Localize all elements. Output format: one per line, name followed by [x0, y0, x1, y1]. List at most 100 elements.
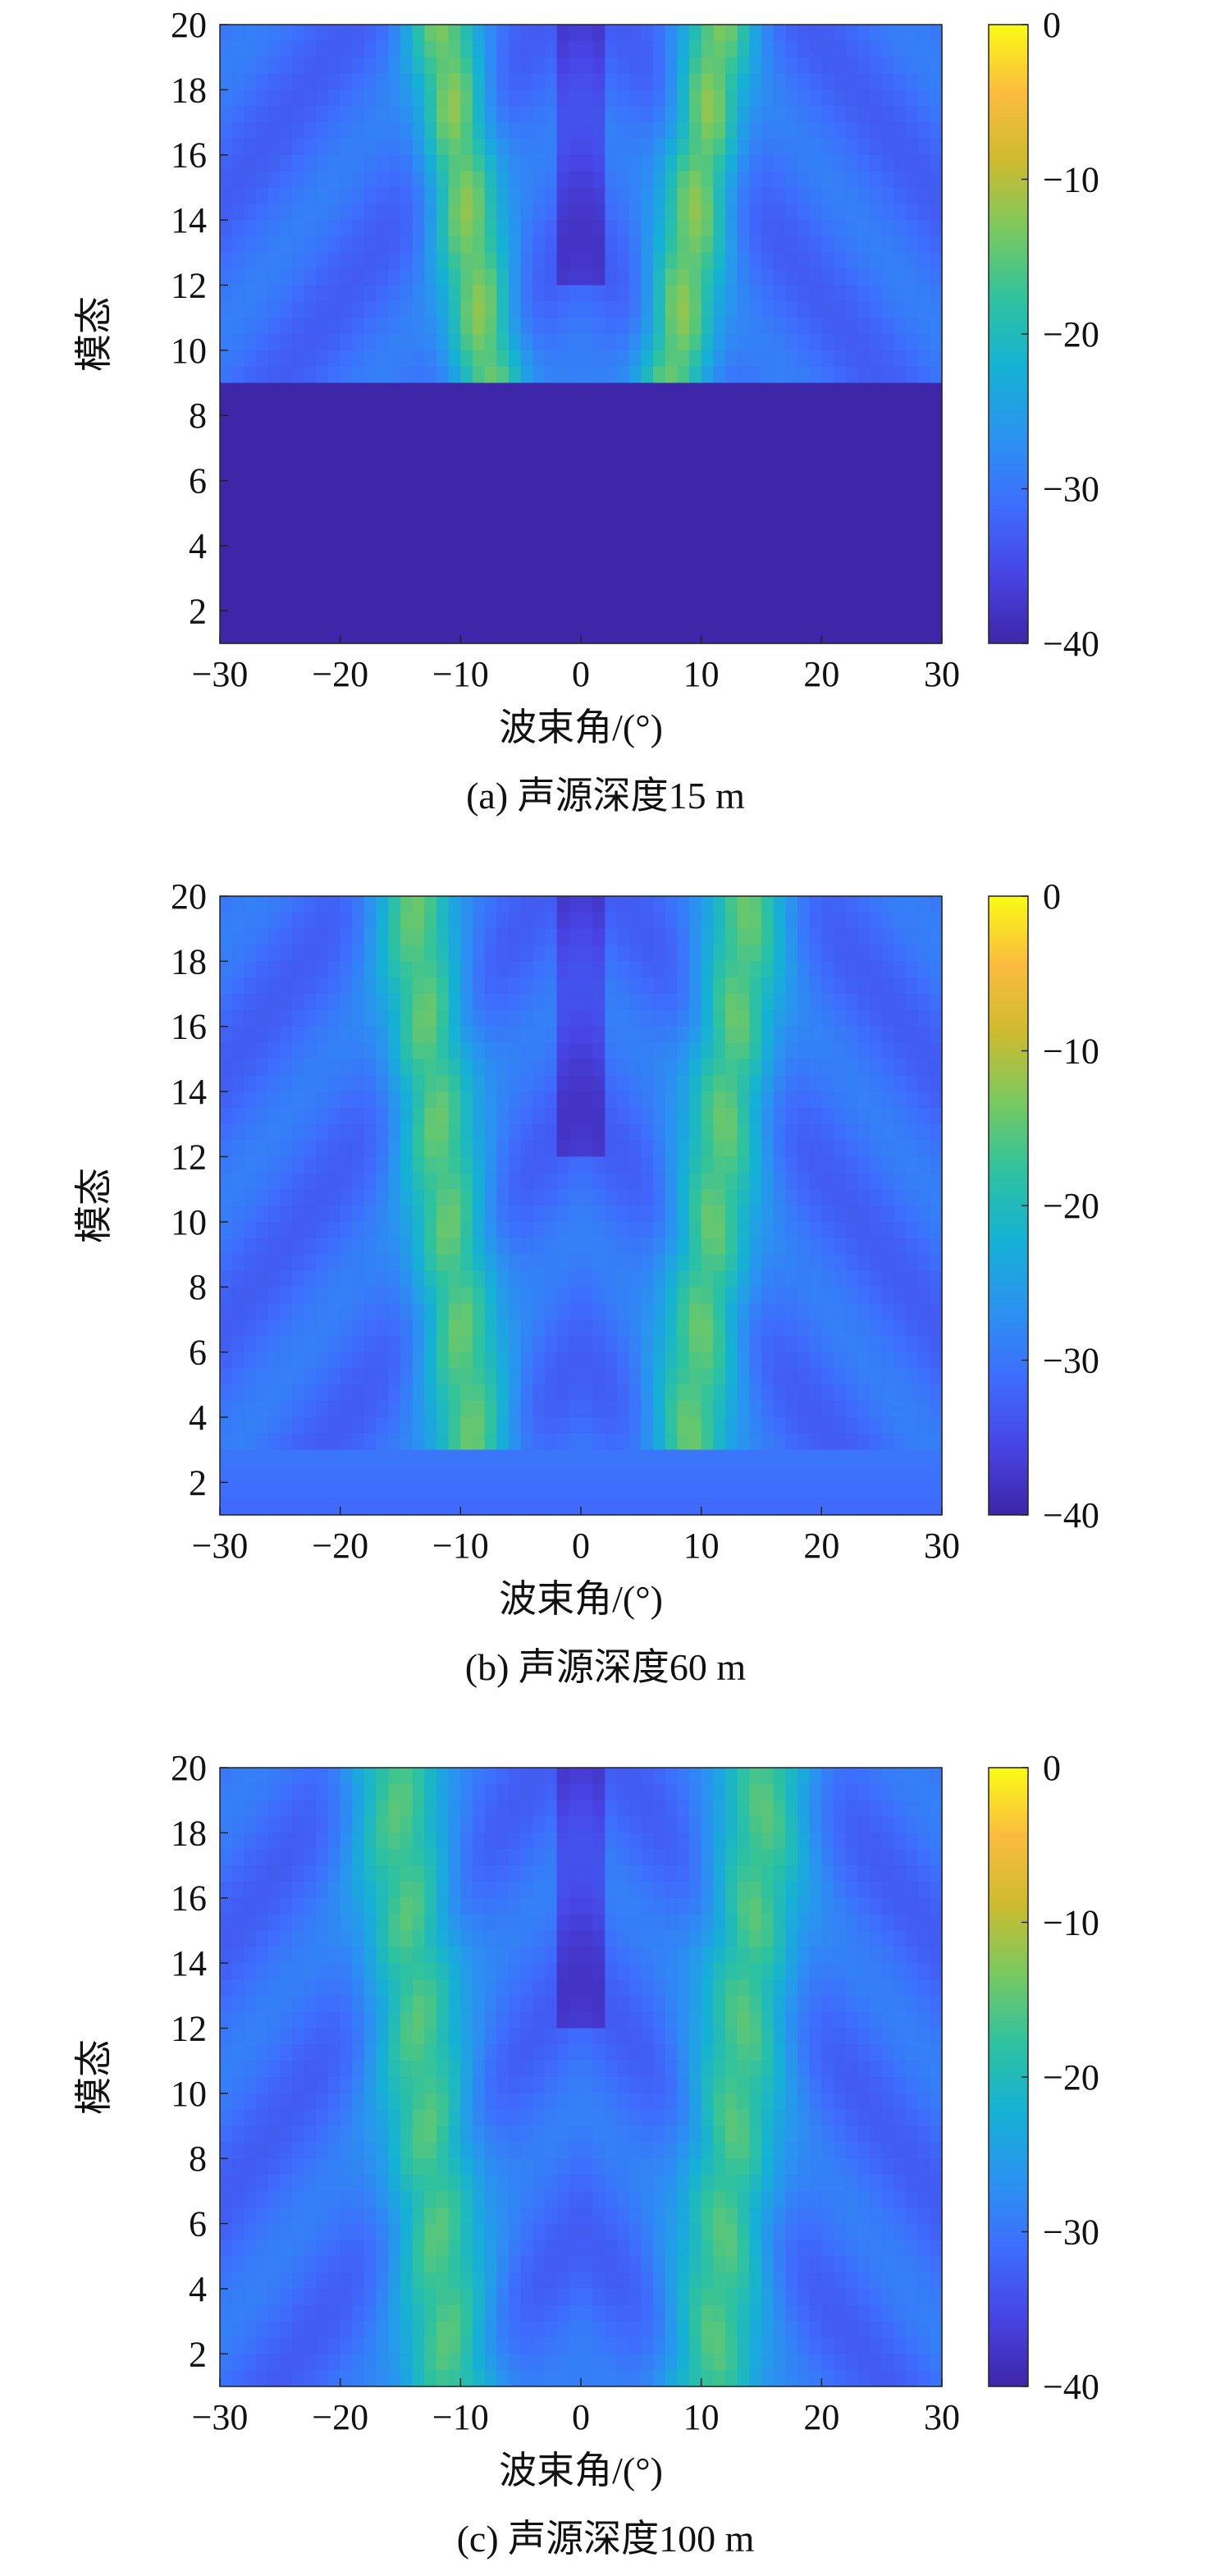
heatmap-cell: [448, 1466, 461, 1483]
heatmap-cell: [400, 399, 414, 416]
heatmap-cell: [725, 594, 738, 611]
heatmap-cell: [520, 138, 533, 156]
heatmap-cell: [665, 1416, 678, 1434]
heatmap-cell: [785, 1449, 798, 1467]
heatmap-cell: [749, 1352, 762, 1370]
heatmap-cell: [701, 1206, 714, 1223]
heatmap-cell: [231, 399, 244, 416]
heatmap-cell: [653, 415, 666, 432]
heatmap-cell: [220, 1783, 233, 1801]
heatmap-cell: [930, 432, 943, 449]
heatmap-cell: [689, 896, 702, 913]
heatmap-cell: [376, 122, 389, 140]
heatmap-cell: [545, 1401, 558, 1418]
heatmap-cell: [641, 1319, 654, 1337]
heatmap-cell: [352, 578, 365, 596]
heatmap-cell: [412, 1287, 425, 1304]
heatmap-cell: [689, 154, 702, 172]
heatmap-cell: [304, 1238, 317, 1256]
heatmap-cell: [713, 1042, 726, 1060]
heatmap-cell: [376, 350, 389, 368]
heatmap-cell: [400, 1466, 414, 1483]
heatmap-cell: [834, 1832, 847, 1850]
heatmap-cell: [496, 1009, 510, 1027]
heatmap-cell: [244, 1416, 257, 1434]
heatmap-cell: [496, 350, 510, 368]
x-tick-label: 20: [803, 654, 839, 694]
heatmap-cell: [340, 994, 353, 1011]
heatmap-cell: [376, 1009, 389, 1027]
heatmap-cell: [280, 415, 293, 432]
heatmap-cell: [881, 252, 894, 270]
heatmap-cell: [484, 561, 497, 579]
heatmap-cell: [737, 1026, 750, 1044]
heatmap-cell: [821, 1140, 834, 1158]
heatmap-cell: [930, 961, 943, 978]
heatmap-cell: [641, 1816, 654, 1833]
heatmap-cell: [665, 1816, 678, 1833]
heatmap-cell: [809, 464, 822, 482]
heatmap-cell: [917, 1498, 930, 1516]
heatmap-cell: [617, 350, 630, 368]
heatmap-cell: [797, 1384, 811, 1402]
heatmap-cell: [556, 1156, 569, 1174]
heatmap-cell: [412, 578, 425, 596]
heatmap-cell: [424, 977, 437, 995]
heatmap-cell: [628, 1482, 642, 1499]
heatmap-cell: [628, 1352, 642, 1370]
heatmap-cell: [244, 896, 257, 913]
heatmap-cell: [328, 1091, 341, 1109]
heatmap-cell: [569, 480, 582, 498]
heatmap-cell: [881, 1335, 894, 1353]
heatmap-cell: [917, 220, 930, 237]
heatmap-cell: [845, 318, 858, 335]
heatmap-cell: [749, 1026, 762, 1044]
heatmap-cell: [364, 1270, 377, 1288]
heatmap-cell: [388, 350, 401, 368]
heatmap-cell: [509, 1221, 522, 1239]
heatmap-cell: [448, 1832, 461, 1850]
y-tick-label: 6: [189, 1333, 207, 1373]
heatmap-cell: [713, 89, 726, 107]
heatmap-cell: [857, 1009, 871, 1027]
heatmap-cell: [304, 1368, 317, 1385]
heatmap-cell: [737, 187, 750, 204]
heatmap-cell: [484, 1091, 497, 1109]
heatmap-cell: [834, 415, 847, 432]
heatmap-cell: [870, 1368, 883, 1385]
heatmap-cell: [496, 1319, 510, 1337]
heatmap-cell: [244, 138, 257, 156]
heatmap-cell: [556, 1482, 569, 1499]
heatmap-cell: [725, 1768, 738, 1785]
heatmap-cell: [701, 1335, 714, 1353]
heatmap-cell: [809, 1832, 822, 1850]
heatmap-cell: [484, 961, 497, 978]
heatmap-cell: [496, 187, 510, 204]
heatmap-cell: [641, 73, 654, 90]
heatmap-cell: [412, 301, 425, 318]
heatmap-cell: [484, 154, 497, 172]
heatmap-cell: [617, 961, 630, 978]
heatmap-cell: [436, 350, 450, 368]
heatmap-cell: [653, 1042, 666, 1060]
heatmap-cell: [509, 1287, 522, 1304]
heatmap-cell: [653, 350, 666, 368]
heatmap-cell: [231, 1091, 244, 1109]
heatmap-cell: [316, 268, 329, 286]
heatmap-cell: [509, 252, 522, 270]
heatmap-cell: [376, 138, 389, 156]
heatmap-cell: [316, 204, 329, 221]
heatmap-cell: [304, 896, 317, 913]
heatmap-cell: [352, 1287, 365, 1304]
heatmap-cell: [653, 1026, 666, 1044]
heatmap-cell: [845, 171, 858, 189]
heatmap-cell: [424, 382, 437, 400]
heatmap-cell: [809, 432, 822, 449]
heatmap-cell: [509, 40, 522, 58]
heatmap-cell: [737, 945, 750, 962]
heatmap-cell: [473, 994, 486, 1011]
heatmap-cell: [641, 896, 654, 913]
heatmap-cell: [328, 480, 341, 498]
heatmap-cell: [653, 480, 666, 498]
heatmap-cell: [581, 252, 594, 270]
